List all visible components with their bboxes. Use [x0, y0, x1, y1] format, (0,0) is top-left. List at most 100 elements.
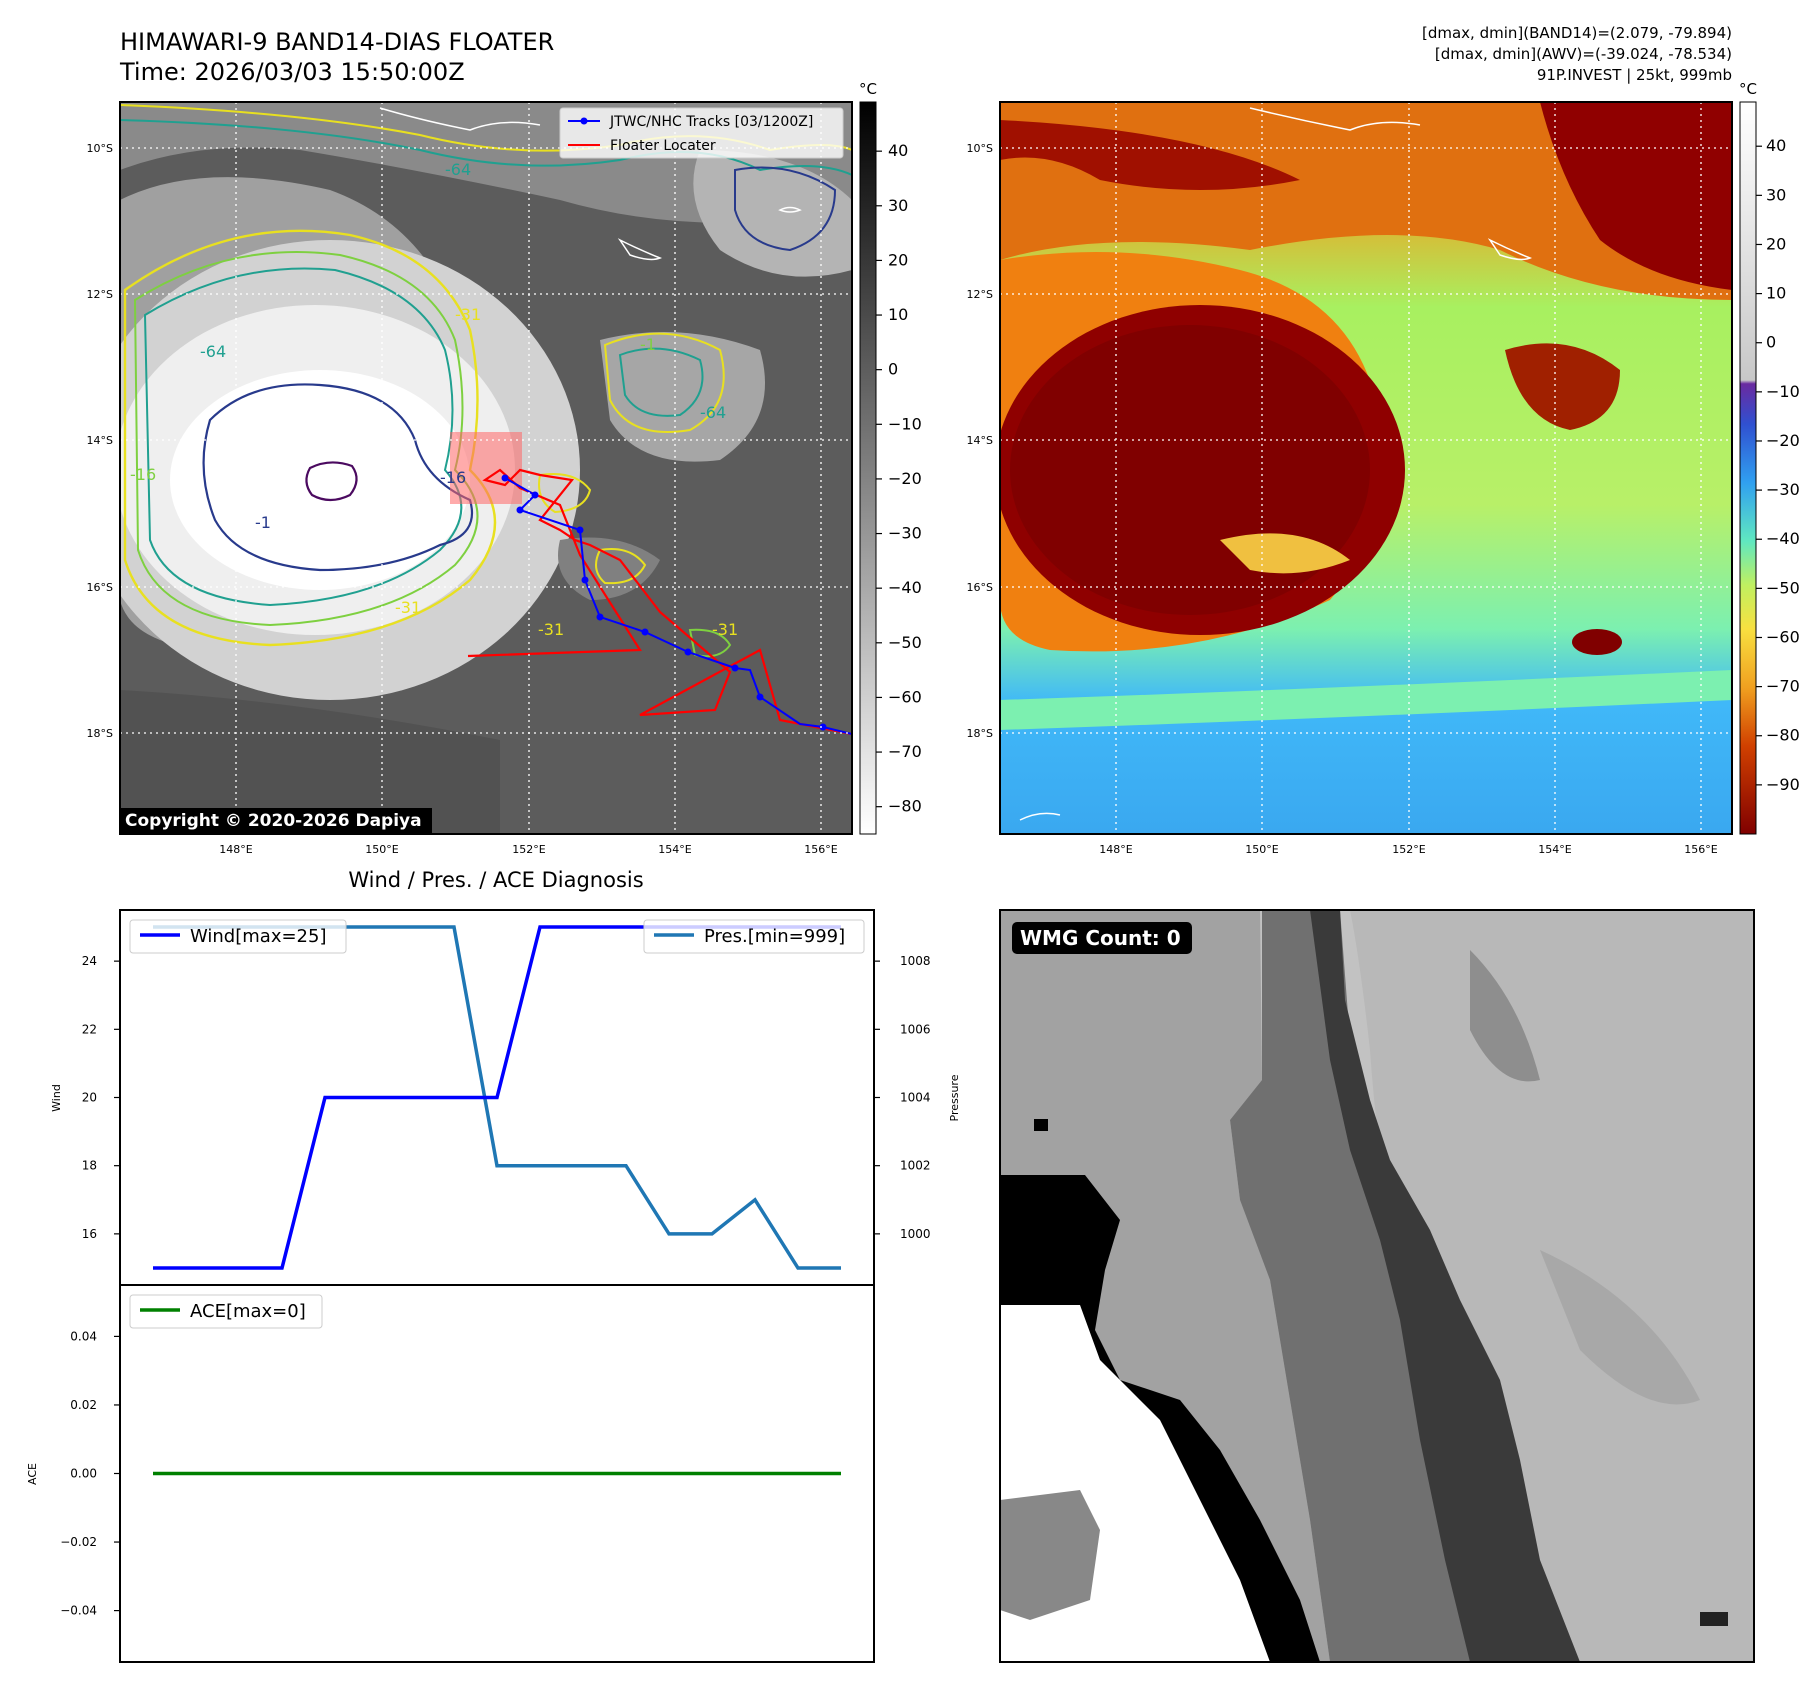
lon-label: 152°E [512, 843, 545, 856]
colorbar-tick-label: 30 [1766, 185, 1786, 204]
colorbar-tick-label: −40 [888, 578, 922, 597]
awv-panel: 10°S 12°S 14°S 16°S 18°S 148°E 150°E 152… [967, 80, 1800, 856]
legend-label-track: JTWC/NHC Tracks [03/1200Z] [609, 114, 813, 130]
colorbar-tick-label: 20 [888, 250, 908, 269]
colorbar-tick-label: 0 [888, 360, 898, 379]
contour-label: -64 [700, 403, 726, 422]
wind-legend: Wind[max=25] [129, 919, 347, 954]
contour-label: -31 [712, 620, 738, 639]
lon-label: 148°E [219, 843, 252, 856]
lon-label: 156°E [1684, 843, 1717, 856]
lon-label: 148°E [1099, 843, 1132, 856]
figure-title: HIMAWARI-9 BAND14-DIAS FLOATER [120, 28, 554, 56]
wind-y-tick-label: 24 [82, 954, 97, 968]
ir-colorbar: °C 40 30 20 10 0 −10 −20 −30 −40 −50 −60 −70 −80 [859, 80, 922, 835]
wind-y-tick-label: 20 [82, 1091, 97, 1105]
lat-label: 10°S [87, 142, 113, 155]
colorbar-tick-label: 0 [1766, 333, 1776, 352]
lat-label: 18°S [87, 727, 113, 740]
wind-axis-label: Wind [50, 1084, 63, 1112]
wmg-badge [1012, 922, 1192, 954]
ace-legend-label: ACE[max=0] [190, 1301, 306, 1322]
lon-label: 156°E [804, 843, 837, 856]
awv-gridlines [1000, 102, 1732, 834]
colorbar-tick-label: −50 [1766, 578, 1800, 597]
ir-gridlines [120, 102, 852, 834]
colorbar-tick-label: −60 [888, 687, 922, 706]
lon-label: 150°E [1245, 843, 1278, 856]
colorbar-tick-label: −30 [888, 524, 922, 543]
ace-axis-label: ACE [26, 1463, 39, 1485]
ace-legend: ACE[max=0] [129, 1294, 323, 1329]
info-band14: [dmax, dmin](BAND14)=(2.079, -79.894) [1422, 24, 1732, 42]
contour-label: -1 [640, 335, 656, 354]
ace-y-tick-label: −0.04 [60, 1604, 97, 1618]
colorbar-tick-label: −70 [1766, 677, 1800, 696]
wind-y-tick-label: 18 [82, 1159, 97, 1173]
colorbar-tick-label: −20 [888, 469, 922, 488]
contour-label: -64 [200, 342, 226, 361]
lon-label: 152°E [1392, 843, 1425, 856]
lat-label: 16°S [87, 581, 113, 594]
ir-panel: -64 -64 -64 -16 -1 -31 -31 -31 -31 -16 -… [87, 80, 922, 856]
colorbar-tick-label: 40 [888, 141, 908, 160]
ir-legend: JTWC/NHC Tracks [03/1200Z] Floater Locat… [559, 107, 844, 159]
lat-label: 14°S [87, 434, 113, 447]
figure-time: Time: 2026/03/03 15:50:00Z [119, 58, 465, 86]
ir-tracks [467, 468, 852, 736]
pressure-y-tick-label: 1004 [900, 1091, 931, 1105]
contour-label: -31 [455, 305, 481, 324]
awv-lat-labels: 10°S 12°S 14°S 16°S 18°S [967, 142, 993, 740]
lat-label: 12°S [87, 288, 113, 301]
colorbar-tick-label: −60 [1766, 627, 1800, 646]
wmg-frame [999, 909, 1755, 1663]
ir-coastlines [379, 107, 802, 261]
lon-label: 154°E [1538, 843, 1571, 856]
lat-label: 12°S [967, 288, 993, 301]
contour-label: -16 [440, 468, 466, 487]
legend-label-floater: Floater Locater [610, 138, 716, 154]
ace-y-tick-label: 0.04 [70, 1329, 97, 1343]
colorbar-tick-label: −10 [888, 414, 922, 433]
awv-coastlines [1019, 107, 1533, 821]
lon-label: 154°E [658, 843, 691, 856]
lat-label: 14°S [967, 434, 993, 447]
pressure-y-tick-label: 1002 [900, 1159, 931, 1173]
colorbar-tick-label: 10 [1766, 284, 1786, 303]
info-awv: [dmax, dmin](AWV)=(-39.024, -78.534) [1435, 45, 1732, 63]
colorbar-tick-label: −70 [888, 742, 922, 761]
ir-lat-labels: 10°S 12°S 14°S 16°S 18°S [87, 142, 113, 740]
wind-y-tick-label: 16 [82, 1227, 97, 1241]
ir-imagery [120, 102, 852, 834]
floater-box [450, 432, 522, 504]
pres-legend: Pres.[min=999] [643, 919, 865, 954]
contour-label: -1 [255, 513, 271, 532]
ir-lon-labels: 148°E 150°E 152°E 154°E 156°E [219, 843, 837, 856]
info-storm: 91P.INVEST | 25kt, 999mb [1537, 66, 1732, 84]
pres-legend-label: Pres.[min=999] [704, 926, 845, 947]
awv-frame [999, 101, 1733, 835]
colorbar-tick-label: 40 [1766, 136, 1786, 155]
awv-lon-labels: 148°E 150°E 152°E 154°E 156°E [1099, 843, 1717, 856]
ace-chart: 0.04 0.02 0.00 −0.02 −0.04 ACE ACE[max=0] [26, 1284, 875, 1663]
ace-y-tick-label: 0.02 [70, 1398, 97, 1412]
pressure-axis-label: Pressure [948, 1074, 961, 1121]
contour-label: -31 [538, 620, 564, 639]
wind-pres-chart: 24 22 20 18 16 1008 1006 1004 1002 1000 Wind Pre… [50, 909, 961, 1286]
lat-label: 18°S [967, 727, 993, 740]
wmg-panel: WMG Count: 0 [999, 909, 1755, 1663]
colorbar-tick-label: −20 [1766, 431, 1800, 450]
colorbar-tick-label: 30 [888, 196, 908, 215]
wmg-imagery [1000, 910, 1754, 1662]
diag-title: Wind / Pres. / ACE Diagnosis [348, 868, 643, 892]
ace-y-tick-label: 0.00 [70, 1467, 97, 1481]
ace-y-tick-label: −0.02 [60, 1535, 97, 1549]
contour-label: -64 [445, 160, 471, 179]
colorbar-tick-label: −40 [1766, 529, 1800, 548]
lon-label: 150°E [365, 843, 398, 856]
contour-label: -16 [130, 465, 156, 484]
wind-legend-label: Wind[max=25] [190, 926, 327, 947]
pressure-y-tick-label: 1006 [900, 1022, 931, 1036]
colorbar-tick-label: −50 [888, 633, 922, 652]
awv-colorbar: °C 40 30 20 10 0 −10 −20 −30 −40 −50 −60 −70 −80 −90 [1739, 80, 1800, 835]
